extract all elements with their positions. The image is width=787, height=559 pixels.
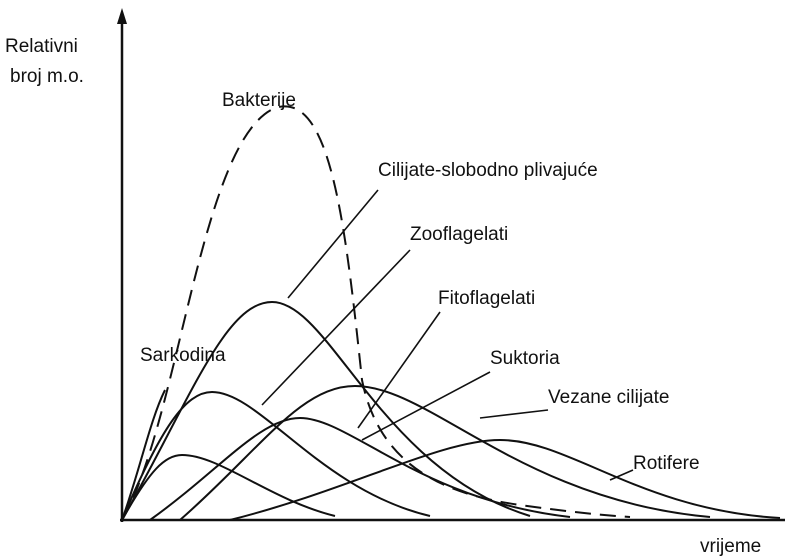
curve: [121, 453, 336, 521]
curve-label: Cilijate-slobodno plivajuće: [378, 160, 598, 181]
pointer: [261, 249, 411, 406]
curve-label: Sarkodina: [140, 345, 226, 366]
pointer: [479, 409, 549, 419]
curve-label: Vezane cilijate: [548, 387, 669, 408]
y-arrow: [117, 8, 127, 24]
pointer: [287, 189, 379, 299]
y-label: Relativni: [5, 36, 78, 57]
curve: [149, 416, 571, 521]
curve: [229, 438, 781, 521]
curve-sarkodina: [121, 389, 166, 521]
curve-label: Zooflagelati: [410, 224, 508, 245]
curve: [121, 390, 431, 521]
pointer: [609, 469, 634, 481]
pointer: [357, 311, 441, 429]
curve-label: Fitoflagelati: [438, 288, 535, 309]
curve: [179, 384, 711, 521]
curve-label: Suktoria: [490, 348, 560, 369]
curve-label: Bakterije: [222, 90, 296, 111]
curve-bakterije: [121, 105, 631, 521]
x-label: vrijeme: [700, 536, 761, 557]
y-label: broj m.o.: [10, 66, 84, 87]
pointer: [361, 371, 491, 441]
curve: [121, 300, 531, 521]
curve-label: Rotifere: [633, 453, 700, 474]
